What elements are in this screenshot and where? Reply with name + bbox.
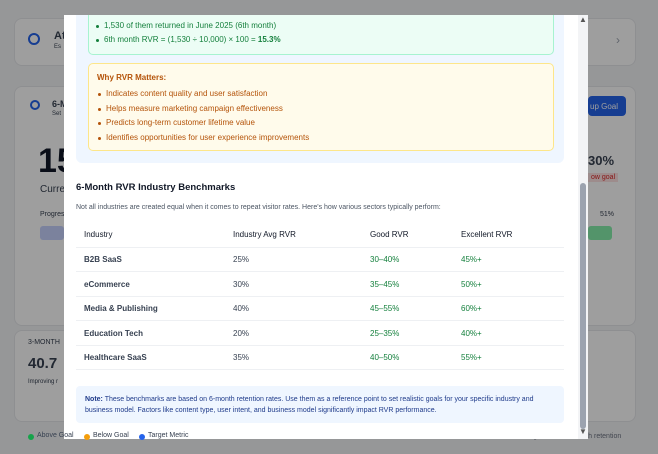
table-cell: Education Tech <box>84 328 143 338</box>
table-cell: 30–40% <box>370 255 400 264</box>
header-cell: Good RVR <box>370 230 409 239</box>
table-row: Media & Publishing 40% 45–55% 60%+ <box>76 296 564 321</box>
benchmarks-title: 6-Month RVR Industry Benchmarks <box>76 182 236 193</box>
note-text: These benchmarks are based on 6-month re… <box>85 396 534 414</box>
legend-label: Above Goal <box>37 432 74 439</box>
table-cell: 20% <box>233 328 250 338</box>
icon <box>28 33 40 45</box>
legend-label: Target Metric <box>148 432 189 439</box>
table-cell: 60%+ <box>461 304 482 313</box>
progress-bar <box>40 226 64 240</box>
table-cell: 25–35% <box>370 328 400 338</box>
legend-dot <box>84 434 90 440</box>
legend-label: Below Goal <box>93 432 129 439</box>
table-cell: 45%+ <box>461 255 482 264</box>
table-cell: Media & Publishing <box>84 304 158 313</box>
note-box <box>76 386 564 423</box>
table-cell: 35% <box>233 353 250 362</box>
note-label: Note: <box>85 396 103 403</box>
calc-line: 6th month RVR = (1,530 ÷ 10,000) × 100 =… <box>96 35 281 44</box>
why-item: Indicates content quality and user satis… <box>97 89 268 98</box>
table-row: B2B SaaS 25% 30–40% 45%+ <box>76 247 564 272</box>
text: 30% <box>588 153 615 168</box>
text: 51% <box>600 211 615 218</box>
header-cell: Excellent RVR <box>461 230 513 239</box>
table-header: Industry Industry Avg RVR Good RVR Excellen… <box>76 222 564 248</box>
table-cell: Healthcare SaaS <box>84 353 147 362</box>
text: Set <box>52 111 62 117</box>
table-cell: 25% <box>233 255 250 264</box>
text: 40.7 <box>28 355 58 372</box>
scrollbar-thumb[interactable] <box>580 183 586 429</box>
header-cell: Industry Avg RVR <box>233 230 296 239</box>
text: At <box>54 30 66 42</box>
table-cell: 50%+ <box>461 279 482 289</box>
table-row: Healthcare SaaS 35% 40–50% 55%+ <box>76 345 564 370</box>
scroll-up[interactable]: ▲ <box>579 15 587 24</box>
table-cell: 40–50% <box>370 353 400 362</box>
text: 6-M <box>52 99 68 109</box>
table-cell: 40% <box>233 304 250 313</box>
chevron[interactable]: › <box>616 33 620 47</box>
why-box <box>88 63 554 151</box>
text: Progres <box>40 211 65 218</box>
table-cell: 45–55% <box>370 304 400 313</box>
setup-button[interactable] <box>588 96 626 116</box>
benchmarks-intro: Not all industries are created equal whe… <box>76 204 441 211</box>
badge: ow goal <box>588 173 619 182</box>
table-cell: 30% <box>233 279 250 289</box>
table-cell: B2B SaaS <box>84 255 122 264</box>
note: Note: These benchmarks are based on 6-mo… <box>85 394 555 416</box>
why-item: Predicts long-term customer lifetime val… <box>98 118 255 127</box>
legend-dot <box>28 434 34 440</box>
table-row: eCommerce 30% 35–45% 50%+ <box>76 272 564 297</box>
table-cell: 40%+ <box>461 328 482 338</box>
modal: 1,530 of them returned in June 2025 (6th… <box>64 15 588 439</box>
formula: 6th month RVR = (1,530 ÷ 10,000) × 100 = <box>104 35 258 44</box>
table-cell: eCommerce <box>84 279 130 289</box>
formula-result: 15.3% <box>257 35 281 44</box>
legend-dot <box>139 434 145 440</box>
progress-bar <box>588 226 612 240</box>
text: 3-MONTH <box>28 339 60 346</box>
text: Es <box>54 44 62 50</box>
text: Improving r <box>28 379 59 385</box>
text: Curre <box>40 184 66 195</box>
table-cell: 55%+ <box>461 353 482 362</box>
icon <box>30 100 40 110</box>
why-item: Identifies opportunities for user experi… <box>97 132 310 142</box>
table-row: Education Tech 20% 25–35% 40%+ <box>76 321 564 346</box>
text[interactable]: up Goal <box>590 102 619 111</box>
calc-line: 1,530 of them returned in June 2025 (6th… <box>95 21 277 30</box>
why-title: Why RVR Matters: <box>97 73 167 82</box>
table-cell: 35–45% <box>370 279 400 289</box>
calc-box <box>88 15 554 55</box>
scroll-down[interactable]: ▼ <box>579 427 587 436</box>
why-item: Helps measure marketing campaign effecti… <box>98 103 283 113</box>
header-cell: Industry <box>84 230 113 239</box>
